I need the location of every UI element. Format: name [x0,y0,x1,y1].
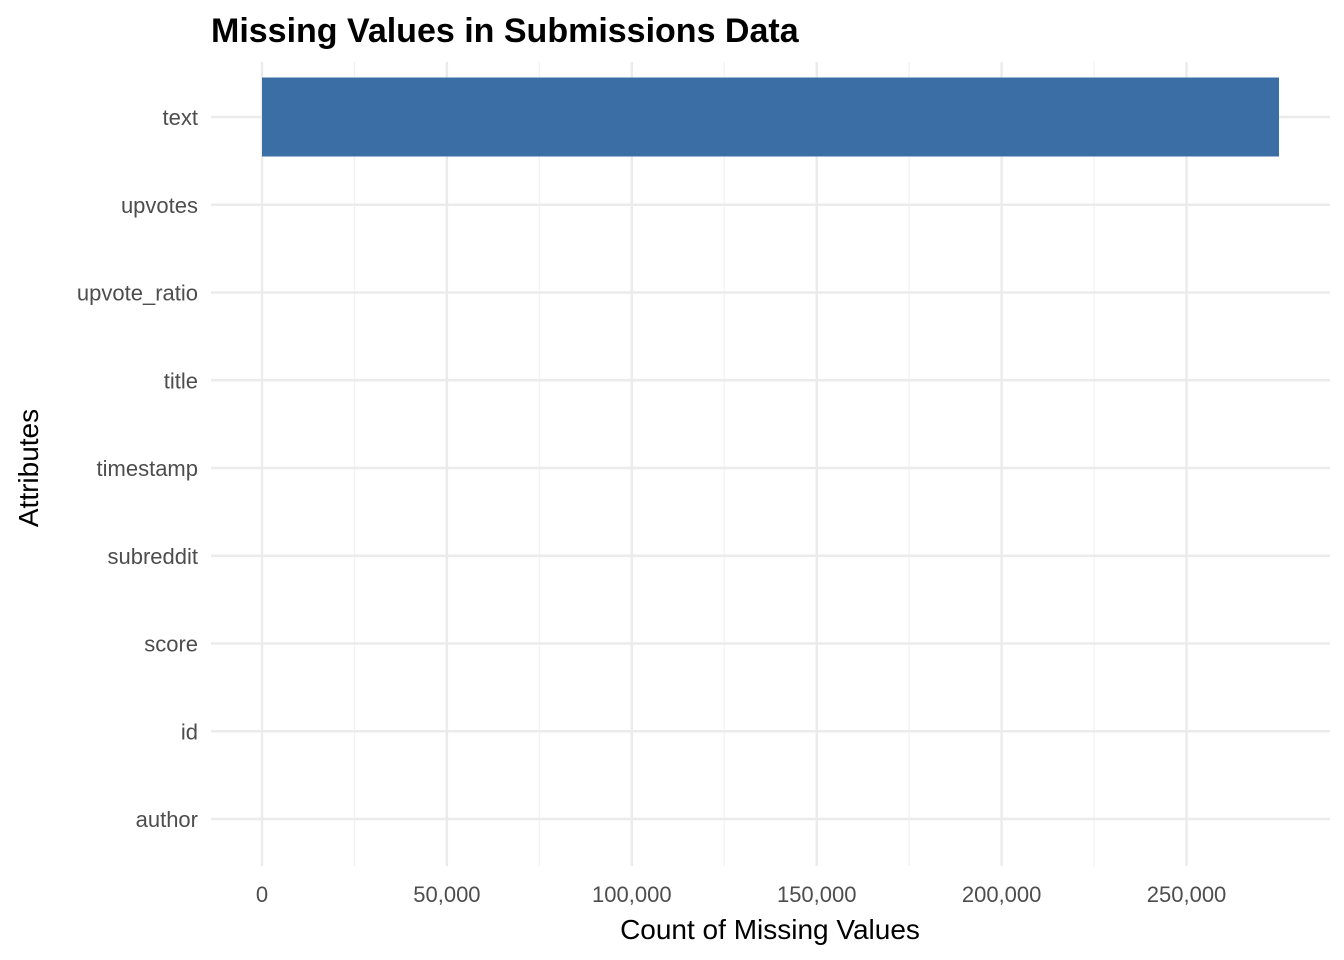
x-tick-label: 150,000 [777,882,857,907]
y-tick-label: timestamp [97,456,198,481]
y-tick-label: text [163,105,198,130]
x-tick-label: 100,000 [592,882,672,907]
grid-lines [211,62,1330,866]
y-tick-label: subreddit [107,544,198,569]
bars [262,77,1279,157]
x-tick-label: 0 [256,882,268,907]
bar-text [262,77,1279,157]
x-tick-label: 250,000 [1147,882,1227,907]
chart-title: Missing Values in Submissions Data [211,12,800,50]
x-tick-label: 200,000 [962,882,1042,907]
y-axis-title: Attributes [13,409,44,527]
x-tick-label: 50,000 [413,882,480,907]
x-axis-title: Count of Missing Values [620,914,920,945]
y-tick-label: upvotes [121,193,198,218]
y-tick-label: upvote_ratio [77,281,198,306]
y-tick-label: score [144,632,198,657]
y-tick-label: author [136,807,198,832]
x-tick-labels: 0 50,000 100,000 150,000 200,000 250,000 [256,882,1226,907]
y-tick-label: id [181,719,198,744]
y-tick-label: title [164,368,198,393]
